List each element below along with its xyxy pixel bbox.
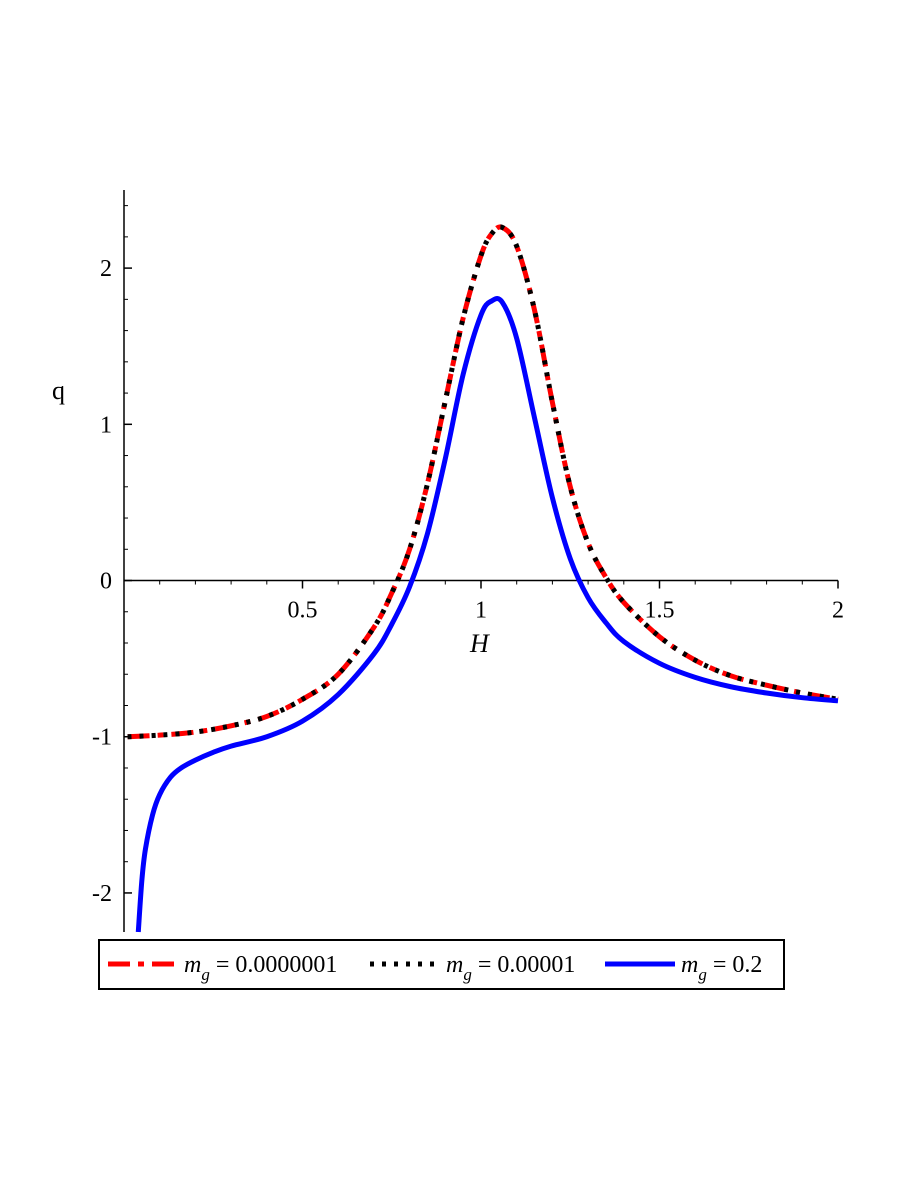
series-line-0 [127, 224, 839, 740]
legend-label-subscript: g [698, 965, 707, 984]
series-line-1 [127, 224, 839, 740]
legend-label-subscript: g [201, 965, 210, 984]
legend-label-var: m [184, 952, 201, 978]
legend-label-value: = 0.0000001 [210, 952, 338, 978]
y-tick-label-2: 0 [100, 569, 112, 595]
legend: mg = 0.0000001 mg = 0.00001 mg = 0.2 [98, 939, 785, 990]
series-line-2 [135, 296, 839, 933]
legend-label-0: mg = 0.0000001 [184, 952, 337, 984]
x-tick-label-0: 0.5 [288, 598, 318, 624]
legend-label-value: = 0.00001 [472, 952, 576, 978]
legend-label-1: mg = 0.00001 [446, 952, 575, 984]
y-tick-label-1: -1 [92, 725, 112, 751]
legend-label-2: mg = 0.2 [681, 952, 762, 984]
y-tick-label-3: 1 [100, 412, 112, 438]
x-tick-label-2: 1.5 [645, 598, 675, 624]
legend-label-var: m [446, 952, 463, 978]
y-tick-label-0: -2 [92, 881, 112, 907]
legend-label-value: = 0.2 [707, 952, 763, 978]
axes: 0.5 1 1.5 2 -2 -1 0 1 2 [92, 190, 844, 932]
series-layer [127, 224, 839, 933]
y-axis-label: q [52, 376, 65, 405]
legend-label-var: m [681, 952, 698, 978]
x-axis-label: H [469, 629, 490, 658]
y-tick-label-4: 2 [100, 256, 112, 282]
x-tick-label-1: 1 [475, 598, 487, 624]
x-tick-label-3: 2 [832, 598, 844, 624]
legend-label-subscript: g [463, 965, 472, 984]
